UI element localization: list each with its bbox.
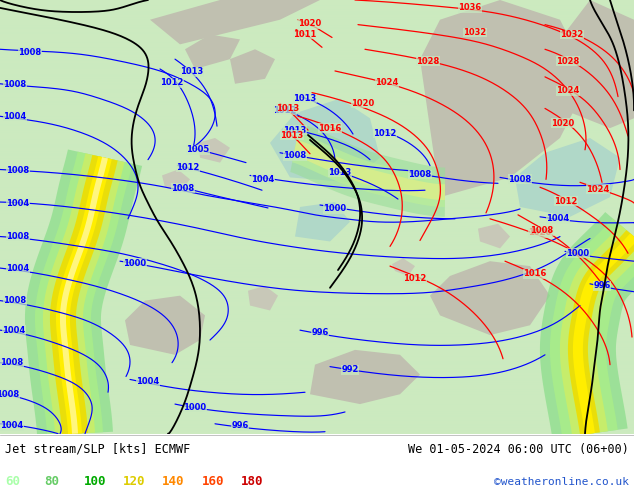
Text: 120: 120 [123, 475, 145, 488]
Text: 100: 100 [84, 475, 106, 488]
Text: 1012: 1012 [403, 274, 427, 283]
Polygon shape [25, 149, 142, 436]
Text: 1008: 1008 [283, 151, 307, 160]
Polygon shape [125, 295, 205, 355]
Polygon shape [248, 286, 278, 311]
Text: 1012: 1012 [160, 78, 184, 87]
Text: 1013: 1013 [294, 94, 316, 103]
Text: 1008: 1008 [6, 166, 30, 175]
Text: 1008: 1008 [171, 184, 195, 193]
Text: 992: 992 [341, 365, 359, 374]
Text: 1008: 1008 [6, 232, 30, 241]
Text: 60: 60 [5, 475, 20, 488]
Text: 1008: 1008 [531, 226, 553, 235]
Text: 1028: 1028 [557, 57, 579, 66]
Polygon shape [295, 202, 350, 242]
Text: 1020: 1020 [351, 99, 375, 108]
Polygon shape [292, 133, 445, 207]
Text: 1028: 1028 [417, 57, 439, 66]
Polygon shape [430, 261, 550, 335]
Text: 1013: 1013 [280, 130, 304, 140]
Text: 1013: 1013 [283, 125, 307, 135]
Text: 1013: 1013 [328, 168, 352, 177]
Polygon shape [60, 157, 108, 434]
Polygon shape [294, 140, 445, 200]
Text: 1000: 1000 [566, 249, 590, 258]
Text: 1036: 1036 [458, 3, 482, 12]
Polygon shape [43, 153, 124, 435]
Polygon shape [162, 170, 190, 192]
Polygon shape [35, 151, 133, 435]
Text: 1008: 1008 [508, 175, 531, 184]
Text: 996: 996 [593, 281, 611, 290]
Text: 1032: 1032 [560, 30, 584, 39]
Text: 1013: 1013 [276, 104, 300, 113]
Polygon shape [50, 155, 118, 434]
Text: 1024: 1024 [556, 86, 579, 95]
Text: 1012: 1012 [176, 163, 200, 172]
Text: 1024: 1024 [586, 185, 610, 194]
Text: 1011: 1011 [294, 30, 317, 39]
Text: ©weatheronline.co.uk: ©weatheronline.co.uk [494, 477, 629, 487]
Polygon shape [290, 123, 445, 217]
Polygon shape [478, 224, 510, 248]
Polygon shape [310, 350, 420, 404]
Text: 1020: 1020 [528, 228, 552, 237]
Text: 1004: 1004 [6, 198, 30, 208]
Polygon shape [270, 98, 380, 182]
Text: 1004: 1004 [3, 112, 27, 121]
Text: 160: 160 [202, 475, 224, 488]
Text: 1013: 1013 [181, 68, 204, 76]
Text: 1016: 1016 [523, 270, 547, 278]
Text: 1004: 1004 [547, 214, 569, 223]
Polygon shape [198, 138, 230, 163]
Text: 1012: 1012 [373, 128, 397, 138]
Polygon shape [56, 156, 112, 434]
Text: 1008: 1008 [3, 80, 27, 89]
Text: 1005: 1005 [186, 146, 210, 154]
Text: 1012: 1012 [273, 106, 297, 115]
Text: 80: 80 [44, 475, 60, 488]
Polygon shape [150, 0, 320, 45]
Text: 1016: 1016 [318, 123, 342, 133]
Text: 996: 996 [311, 328, 328, 337]
Text: 1020: 1020 [299, 19, 321, 28]
Text: 1020: 1020 [552, 119, 574, 128]
Polygon shape [515, 138, 620, 217]
Text: 1008: 1008 [408, 170, 432, 179]
Polygon shape [392, 258, 415, 276]
Polygon shape [573, 233, 634, 434]
Text: 1008: 1008 [1, 358, 23, 367]
Text: 1008: 1008 [0, 390, 20, 399]
Text: 1004: 1004 [1, 421, 23, 430]
Polygon shape [540, 212, 634, 439]
Text: 1000: 1000 [124, 259, 146, 268]
Text: 1000: 1000 [183, 403, 207, 412]
Text: 1008: 1008 [3, 296, 27, 305]
Text: 996: 996 [231, 421, 249, 430]
Text: 140: 140 [162, 475, 184, 488]
Polygon shape [420, 0, 590, 197]
Polygon shape [185, 34, 240, 69]
Polygon shape [550, 219, 634, 438]
Text: Jet stream/SLP [kts] ECMWF: Jet stream/SLP [kts] ECMWF [5, 443, 190, 456]
Text: 1000: 1000 [323, 204, 347, 214]
Text: We 01-05-2024 06:00 UTC (06+00): We 01-05-2024 06:00 UTC (06+00) [408, 443, 629, 456]
Text: 1004: 1004 [251, 175, 275, 184]
Text: 1032: 1032 [463, 28, 487, 37]
Text: 180: 180 [241, 475, 263, 488]
Text: 1004: 1004 [3, 326, 25, 335]
Text: 1004: 1004 [6, 264, 30, 272]
Text: 1012: 1012 [554, 196, 578, 206]
Text: 1008: 1008 [18, 48, 42, 57]
Polygon shape [560, 0, 634, 128]
Polygon shape [230, 49, 275, 84]
Text: 1024: 1024 [375, 78, 399, 87]
Text: 1004: 1004 [136, 377, 160, 386]
Polygon shape [568, 230, 634, 435]
Polygon shape [560, 225, 634, 436]
